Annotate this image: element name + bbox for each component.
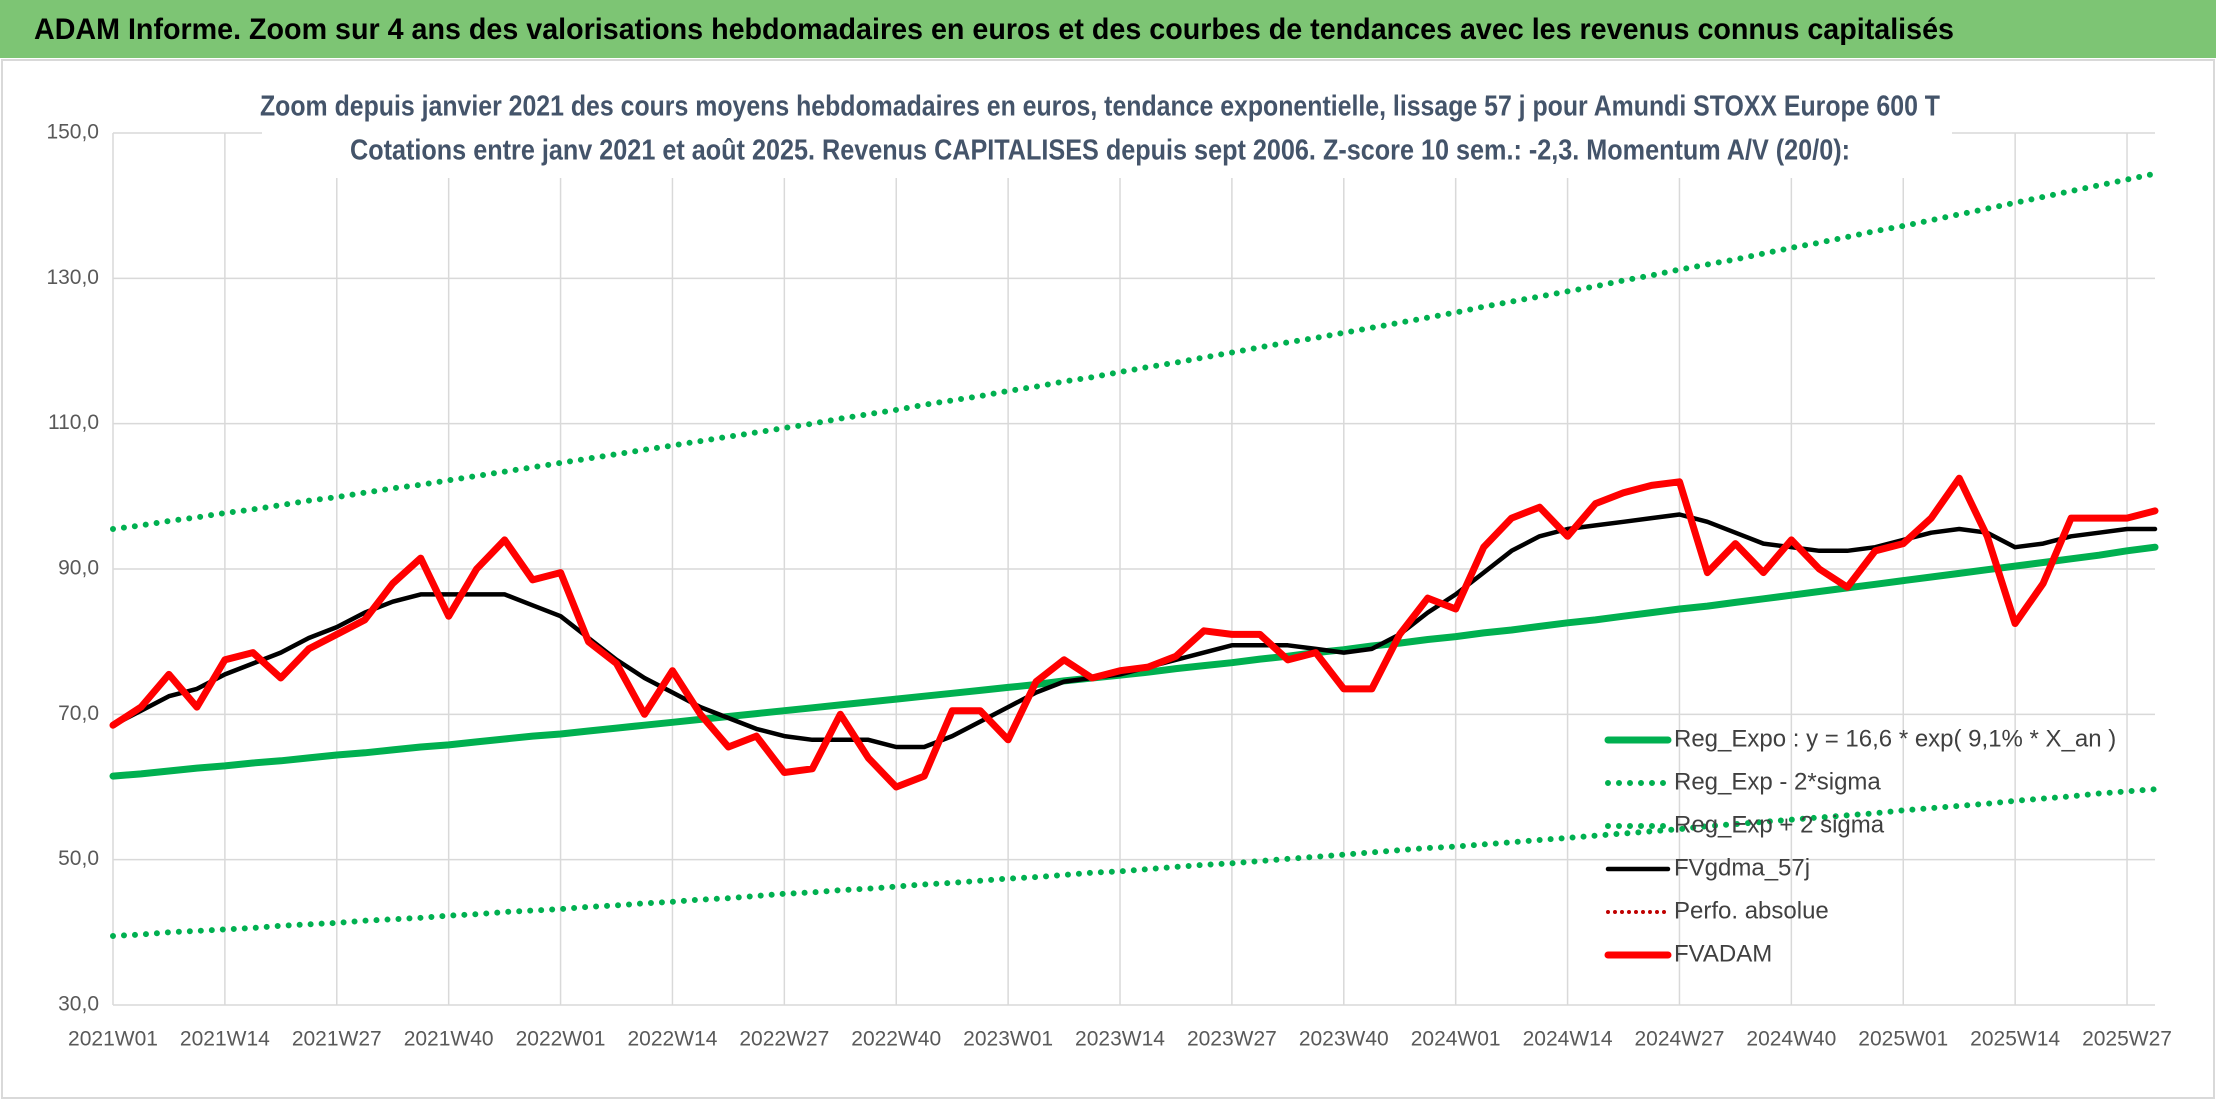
x-tick-label: 2024W40 <box>1746 1028 1836 1051</box>
y-tick-label: 50,0 <box>58 847 99 870</box>
legend-label: FVADAM <box>1674 940 1772 967</box>
x-tick-label: 2023W27 <box>1187 1028 1277 1051</box>
y-tick-label: 90,0 <box>58 557 99 580</box>
series-line <box>110 786 2158 939</box>
y-tick-label: 30,0 <box>58 993 99 1016</box>
x-tick-label: 2023W01 <box>963 1028 1053 1051</box>
legend: Reg_Expo : y = 16,6 * exp( 9,1% * X_an )… <box>1604 725 2116 967</box>
legend-label: Reg_Exp + 2 sigma <box>1674 811 1885 838</box>
chart-subtitle: Cotations entre janv 2021 et août 2025. … <box>350 135 1850 167</box>
y-tick-label: 150,0 <box>46 121 99 144</box>
title-background <box>262 86 1952 178</box>
y-tick-label: 110,0 <box>48 411 99 434</box>
x-tick-label: 2022W40 <box>851 1028 941 1051</box>
x-tick-label: 2025W14 <box>1970 1028 2060 1051</box>
x-tick-label: 2025W27 <box>2082 1028 2172 1051</box>
x-tick-label: 2023W14 <box>1075 1028 1165 1051</box>
legend-label: Perfo. absolue <box>1674 897 1829 924</box>
x-tick-label: 2021W01 <box>68 1028 158 1051</box>
x-tick-label: 2024W14 <box>1523 1028 1613 1051</box>
legend-label: Reg_Exp - 2*sigma <box>1674 768 1881 795</box>
y-tick-label: 130,0 <box>46 266 99 289</box>
series-line <box>110 170 2158 532</box>
legend-label: Reg_Expo : y = 16,6 * exp( 9,1% * X_an ) <box>1674 725 2116 752</box>
x-tick-label: 2022W14 <box>627 1028 717 1051</box>
x-tick-label: 2021W40 <box>404 1028 494 1051</box>
x-tick-label: 2022W01 <box>516 1028 606 1051</box>
x-tick-label: 2021W27 <box>292 1028 382 1051</box>
series-line <box>109 543 2159 780</box>
header-title: ADAM Informe. Zoom sur 4 ans des valoris… <box>34 13 1954 46</box>
x-tick-label: 2021W14 <box>180 1028 270 1051</box>
x-tick-label: 2024W01 <box>1411 1028 1501 1051</box>
chart-title: Zoom depuis janvier 2021 des cours moyen… <box>260 91 1940 123</box>
x-tick-label: 2023W40 <box>1299 1028 1389 1051</box>
series-line <box>109 474 2159 791</box>
header-bar <box>0 0 2216 58</box>
plot: 30,0 50,0 70,0 90,0 110,0 130,0 150,0 2021W01 20… <box>46 121 2172 1051</box>
chart-frame <box>1 59 2215 1099</box>
x-tick-label: 2022W27 <box>739 1028 829 1051</box>
legend-label: FVgdma_57j <box>1674 854 1810 881</box>
x-tick-label: 2025W01 <box>1858 1028 1948 1051</box>
x-tick-label: 2024W27 <box>1635 1028 1725 1051</box>
y-tick-label: 70,0 <box>58 702 99 725</box>
